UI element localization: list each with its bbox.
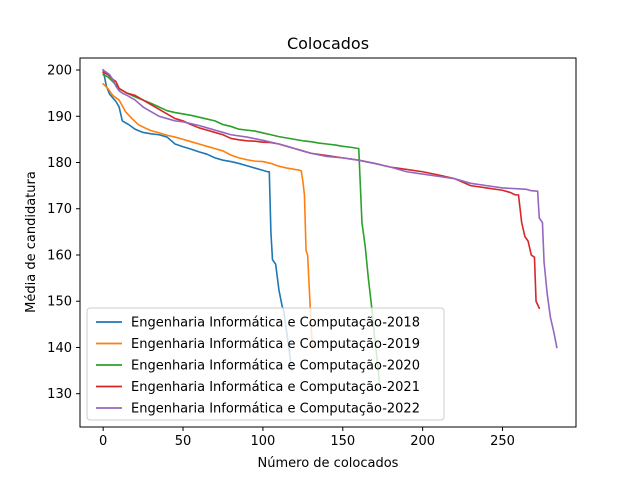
y-tick-label: 160 <box>47 248 72 263</box>
series-line-5 <box>102 68 558 349</box>
y-tick-label: 150 <box>47 295 72 310</box>
x-tick-label: 200 <box>410 434 435 449</box>
chart-title: Colocados <box>287 34 369 53</box>
y-tick-label: 180 <box>47 156 72 171</box>
plot-frame <box>79 57 577 428</box>
x-tick-label: 100 <box>250 434 275 449</box>
y-tick-label: 130 <box>47 387 72 402</box>
x-tick-label: 250 <box>490 434 515 449</box>
series-line-1 <box>102 69 293 372</box>
x-axis: 0 50 100 150 200 250 <box>99 427 515 449</box>
legend-items: Engenharia Informática e Computação-2018… <box>96 316 420 417</box>
series-layer <box>102 68 558 386</box>
series-line-3 <box>102 73 381 386</box>
series-line-2 <box>102 82 314 349</box>
legend: Engenharia Informática e Computação-2018… <box>86 307 445 421</box>
y-axis-label: Média de candidatura <box>24 171 39 313</box>
legend-label-5: Engenharia Informática e Computação-2022 <box>131 402 420 417</box>
y-tick-label: 190 <box>47 110 72 125</box>
x-tick-label: 50 <box>175 434 192 449</box>
x-axis-label: Número de colocados <box>258 456 399 471</box>
y-tick-label: 200 <box>47 64 72 79</box>
x-tick-label: 0 <box>99 434 107 449</box>
legend-box <box>86 307 445 421</box>
legend-label-3: Engenharia Informática e Computação-2020 <box>131 359 420 374</box>
x-tick-label: 150 <box>330 434 355 449</box>
legend-label-2: Engenharia Informática e Computação-2019 <box>131 337 420 352</box>
legend-label-1: Engenharia Informática e Computação-2018 <box>131 316 420 331</box>
y-tick-label: 170 <box>47 202 72 217</box>
y-tick-label: 140 <box>47 341 72 356</box>
y-axis: 130 140 150 160 170 180 190 200 <box>47 64 80 402</box>
legend-label-4: Engenharia Informática e Computação-2021 <box>131 380 420 395</box>
